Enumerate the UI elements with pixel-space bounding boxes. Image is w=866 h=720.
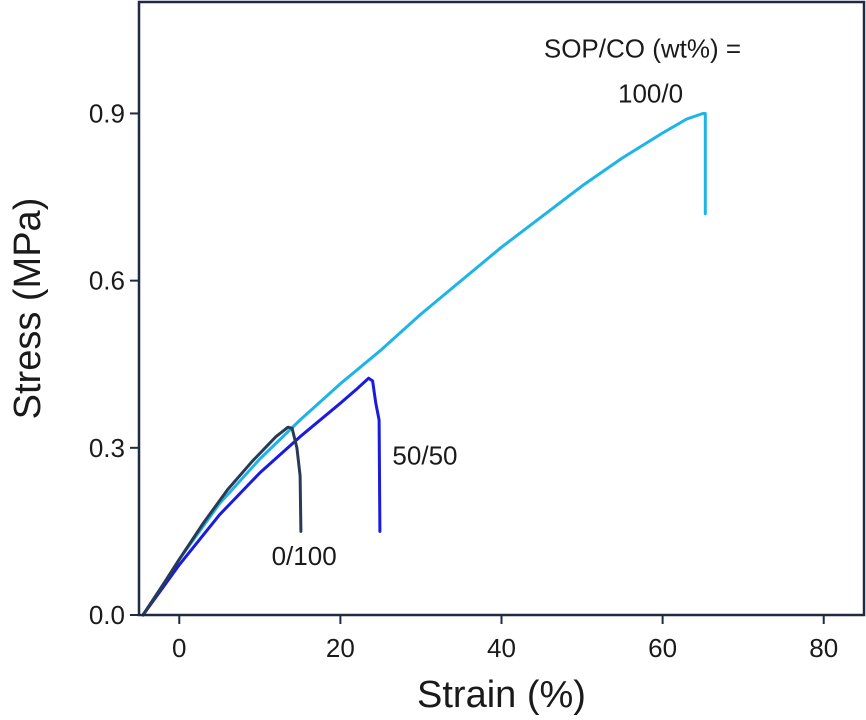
- x-tick-label: 40: [487, 633, 516, 663]
- x-tick-label: 0: [172, 633, 186, 663]
- annotations: SOP/CO (wt%) = 100/0 50/50 0/100: [272, 34, 741, 571]
- y-tick-label: 0.0: [89, 600, 125, 630]
- annotation-label: 50/50: [392, 441, 457, 471]
- x-tick-label: 20: [326, 633, 355, 663]
- series-line-50-50: [141, 376, 382, 617]
- axes: 0 20 40 60 80 0.0 0.3 0.6 0.9: [89, 0, 866, 663]
- x-tick-label: 80: [809, 633, 838, 663]
- y-tick-label: 0.3: [89, 433, 125, 463]
- plot-frame: [137, 0, 866, 617]
- x-tick-label: 60: [648, 633, 677, 663]
- x-axis-title: Strain (%): [417, 674, 586, 716]
- plot-area: [141, 112, 707, 617]
- y-tick-label: 0.6: [89, 266, 125, 296]
- series-line-0-100: [141, 425, 303, 617]
- series-line-100-0: [141, 112, 707, 617]
- annotation-label: 100/0: [618, 78, 683, 108]
- y-axis-title: Stress (MPa): [7, 198, 49, 420]
- annotation-label: SOP/CO (wt%) =: [544, 34, 741, 64]
- annotation-label: 0/100: [272, 541, 337, 571]
- y-tick-label: 0.9: [89, 98, 125, 128]
